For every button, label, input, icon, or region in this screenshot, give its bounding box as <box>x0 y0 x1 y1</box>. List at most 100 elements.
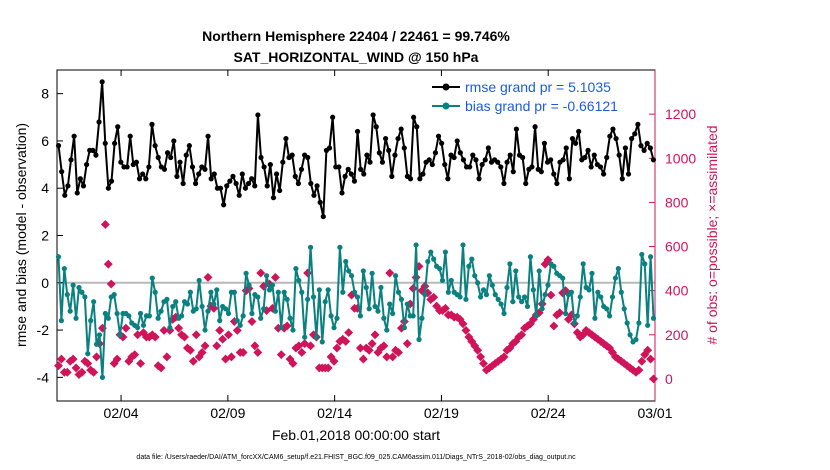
rmse-point <box>510 169 516 175</box>
rmse-point <box>221 202 227 208</box>
rmse-point <box>168 154 174 161</box>
bias-point <box>61 266 67 272</box>
bias-point <box>419 315 425 321</box>
bias-point <box>199 303 205 310</box>
bias-point <box>96 332 103 338</box>
bias-point <box>319 339 325 345</box>
rmse-point <box>513 126 520 132</box>
bias-point <box>598 294 604 300</box>
obs-count-marker <box>133 330 143 340</box>
obs-count-marker <box>306 341 316 351</box>
rmse-point <box>245 180 252 187</box>
rmse-point <box>202 166 208 172</box>
rmse-point <box>65 183 71 189</box>
rmse-point <box>588 164 594 170</box>
bias-point <box>310 294 317 300</box>
bias-point <box>76 284 82 291</box>
rmse-point <box>476 176 482 182</box>
rmse-point <box>367 159 373 165</box>
x-tick-label: 02/09 <box>210 405 245 421</box>
rmse-point <box>140 171 146 177</box>
obs-count-marker <box>270 272 280 282</box>
bias-point <box>589 270 595 276</box>
x-axis-label: Feb.01,2018 00:00:00 start <box>272 427 440 443</box>
obs-count-marker <box>382 352 392 362</box>
rmse-point <box>420 171 426 177</box>
rmse-point <box>442 161 448 168</box>
bias-point <box>99 374 106 380</box>
bias-point <box>73 315 79 321</box>
obs-count-marker <box>226 352 236 362</box>
bias-point <box>395 289 402 295</box>
bias-point <box>477 294 484 300</box>
bias-point <box>369 270 375 276</box>
bias-point <box>164 296 170 302</box>
obs-count-marker <box>297 348 307 357</box>
rmse-point <box>196 171 202 177</box>
rmse-point <box>569 135 576 142</box>
rmse-point <box>473 157 479 163</box>
bias-point <box>287 315 293 321</box>
y2-tick-label: 0 <box>665 371 673 387</box>
rmse-point <box>523 180 529 187</box>
rmse-point <box>295 180 301 187</box>
chart-title-line2: SAT_HORIZONTAL_WIND @ 150 hPa <box>234 49 479 65</box>
bias-point <box>524 303 531 310</box>
rmse-point <box>289 152 295 158</box>
obs-count-marker <box>253 348 263 357</box>
bias-point <box>560 275 566 281</box>
rmse-series <box>55 79 657 220</box>
bias-point <box>331 325 337 331</box>
bias-point <box>504 284 510 291</box>
rmse-point <box>205 133 211 139</box>
bias-point <box>574 313 580 319</box>
bias-point <box>85 351 91 357</box>
rmse-point <box>264 183 270 189</box>
bias-point <box>486 273 492 279</box>
bias-point <box>205 308 211 314</box>
bias-point <box>422 292 428 298</box>
bias-point <box>211 301 217 307</box>
rmse-point <box>183 152 189 158</box>
bias-point <box>595 289 601 295</box>
rmse-point <box>548 157 554 163</box>
rmse-point <box>311 192 317 198</box>
bias-point <box>577 294 583 300</box>
bias-series <box>55 242 657 380</box>
bias-point <box>351 289 358 295</box>
rmse-point <box>118 159 124 165</box>
rmse-point <box>317 199 323 205</box>
bias-point <box>79 289 85 295</box>
obs-count-marker <box>476 352 486 362</box>
rmse-point <box>336 164 342 170</box>
rmse-point <box>411 114 417 120</box>
obs-count-marker <box>159 325 169 335</box>
rmse-point <box>192 180 199 187</box>
obs-count-marker <box>517 330 527 340</box>
rmse-point <box>180 180 186 187</box>
rmse-point <box>161 166 168 172</box>
rmse-point <box>136 176 143 182</box>
bias-point <box>501 310 507 317</box>
rmse-point <box>495 159 501 165</box>
bias-point <box>606 313 613 319</box>
bias-point <box>621 306 627 312</box>
bias-point <box>425 258 431 265</box>
bias-point <box>296 277 302 284</box>
bias-point <box>275 289 281 295</box>
bias-point <box>492 292 498 298</box>
rmse-point <box>435 133 442 139</box>
bias-point <box>284 296 290 302</box>
rmse-point <box>389 173 395 179</box>
bias-point <box>173 299 179 305</box>
bias-point <box>648 254 654 260</box>
bias-point <box>483 292 490 298</box>
rmse-point <box>641 147 647 153</box>
bias-point <box>457 294 463 300</box>
x-tick-label: 02/24 <box>531 405 566 421</box>
rmse-point <box>451 154 457 161</box>
rmse-point <box>164 150 171 156</box>
rmse-point <box>613 135 619 142</box>
bias-point <box>472 273 478 279</box>
bias-point <box>105 315 111 321</box>
